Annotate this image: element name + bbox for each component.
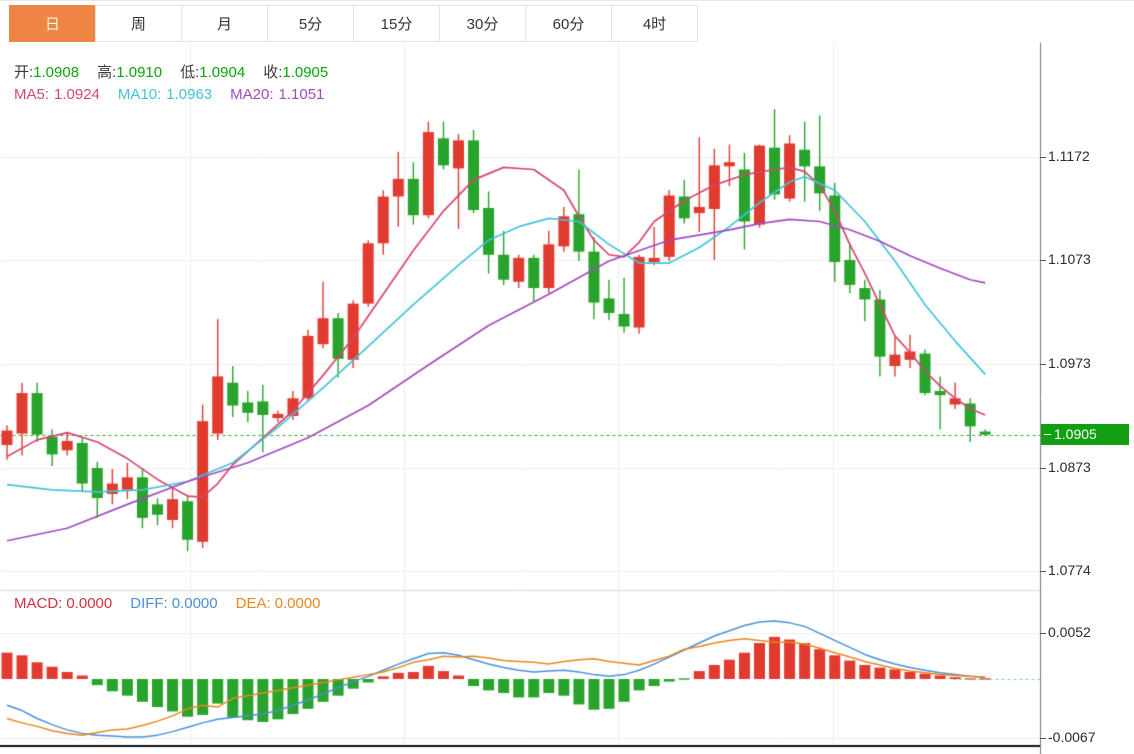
tab-timeframe-2[interactable]: 月 bbox=[181, 5, 268, 42]
ohlc-value: 1.0908 bbox=[33, 64, 80, 81]
macd-label: DIFF: bbox=[130, 595, 168, 612]
macd-tick-mark bbox=[1040, 633, 1046, 634]
ohlc-label: 收: bbox=[263, 64, 283, 81]
ohlc-item: 高:1.0910 bbox=[97, 64, 162, 81]
tab-timeframe-6[interactable]: 60分 bbox=[525, 5, 612, 42]
macd-tick-label: -0.0067 bbox=[1048, 729, 1096, 745]
ohlc-value: 1.0905 bbox=[282, 64, 329, 81]
ohlc-value: 1.0904 bbox=[199, 64, 246, 81]
ma-label: MA20: bbox=[230, 86, 274, 103]
macd-value: 0.0000 bbox=[66, 595, 113, 612]
tab-timeframe-4[interactable]: 15分 bbox=[353, 5, 440, 42]
macd-item: DIFF: 0.0000 bbox=[130, 595, 217, 612]
ohlc-legend: 开:1.0908 高:1.0910 低:1.0904 收:1.0905 bbox=[14, 61, 346, 82]
ma-item: MA20: 1.1051 bbox=[230, 86, 324, 103]
tab-timeframe-7[interactable]: 4时 bbox=[611, 5, 698, 42]
timeframe-tabbar: 日周月 5分 15分 30分 60分 4时 bbox=[9, 5, 698, 42]
price-tick-label: 1.0873 bbox=[1048, 459, 1091, 475]
ohlc-item: 低:1.0904 bbox=[180, 64, 245, 81]
price-tick-mark bbox=[1040, 364, 1046, 365]
ma-label: MA5: bbox=[14, 86, 50, 103]
macd-item: DEA: 0.0000 bbox=[236, 595, 321, 612]
price-tick-label: 1.1172 bbox=[1048, 148, 1090, 164]
macd-legend: MACD: 0.0000 DIFF: 0.0000 DEA: 0.0000 bbox=[14, 595, 339, 612]
ohlc-item: 开:1.0908 bbox=[14, 64, 79, 81]
ohlc-label: 低: bbox=[180, 64, 200, 81]
macd-value: 0.0000 bbox=[274, 595, 321, 612]
price-tick-mark bbox=[1040, 468, 1046, 469]
ohlc-label: 高: bbox=[97, 64, 117, 81]
price-tick-label: 1.0774 bbox=[1048, 562, 1091, 578]
price-tick-mark bbox=[1040, 157, 1046, 158]
ohlc-item: 收:1.0905 bbox=[263, 64, 328, 81]
ma-value: 1.0924 bbox=[54, 86, 100, 103]
ma-value: 1.1051 bbox=[278, 86, 325, 103]
macd-value: 0.0000 bbox=[171, 595, 218, 612]
price-tick-label: 1.1073 bbox=[1048, 251, 1091, 267]
price-tick-mark bbox=[1040, 260, 1046, 261]
current-price-label: 1.0905 bbox=[1054, 426, 1097, 442]
ma-value: 1.0963 bbox=[166, 86, 213, 103]
tab-timeframe-0[interactable]: 日 bbox=[9, 5, 96, 42]
current-price-tick bbox=[1044, 434, 1051, 435]
current-price-badge: 1.0905 bbox=[1041, 424, 1129, 445]
ohlc-label: 开: bbox=[14, 64, 34, 81]
macd-tick-mark bbox=[1040, 738, 1046, 739]
macd-tick-label: 0.0052 bbox=[1048, 624, 1091, 640]
ma-label: MA10: bbox=[117, 86, 162, 103]
ma-legend: MA5: 1.0924 MA10: 1.0963 MA20: 1.1051 bbox=[14, 86, 342, 103]
tab-timeframe-3[interactable]: 5分 bbox=[267, 5, 354, 42]
price-tick-label: 1.0973 bbox=[1048, 355, 1091, 371]
macd-label: DEA: bbox=[235, 595, 271, 612]
price-tick-mark bbox=[1040, 571, 1046, 572]
ma-item: MA5: 1.0924 bbox=[14, 86, 100, 103]
ohlc-value: 1.0910 bbox=[116, 64, 163, 81]
macd-item: MACD: 0.0000 bbox=[14, 595, 112, 612]
ma-item: MA10: 1.0963 bbox=[118, 86, 212, 103]
tab-timeframe-1[interactable]: 周 bbox=[95, 5, 182, 42]
macd-label: MACD: bbox=[14, 595, 63, 612]
tab-timeframe-5[interactable]: 30分 bbox=[439, 5, 526, 42]
